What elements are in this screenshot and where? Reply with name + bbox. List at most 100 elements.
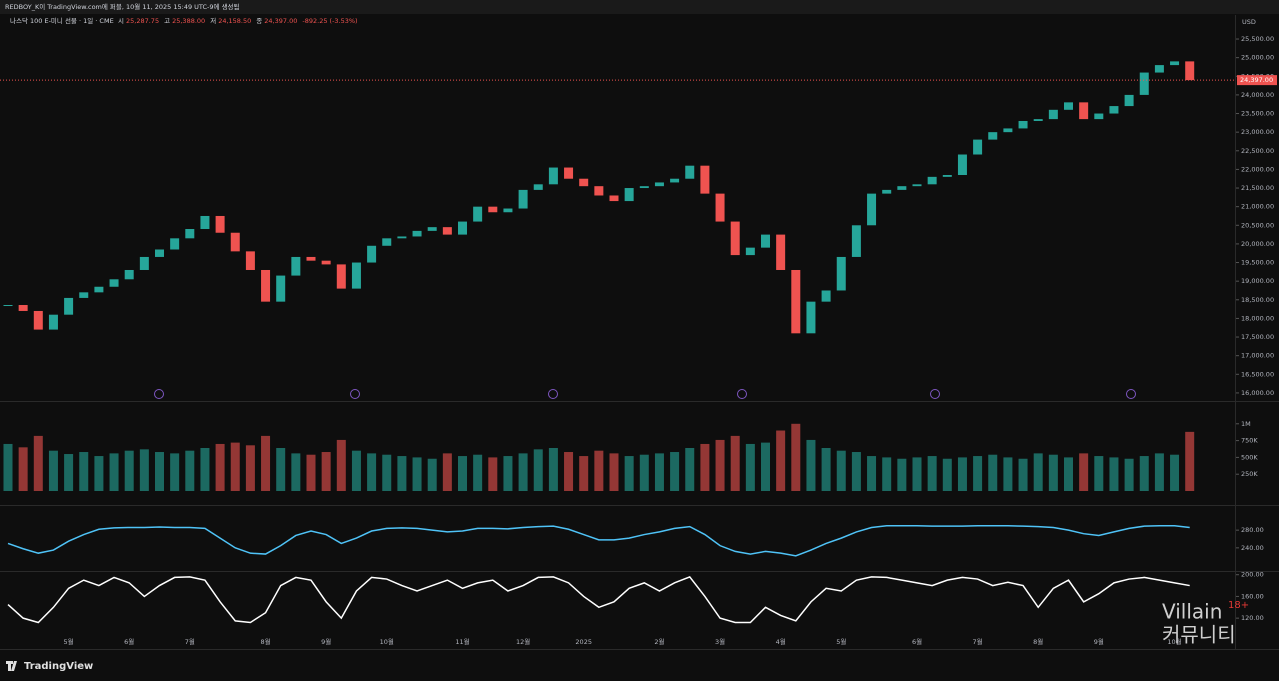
x-tick-label: 6월 [124,637,134,646]
volume-bar [851,452,861,491]
volume-bar [988,454,998,491]
y-tick-label: 200.00 [1241,571,1264,579]
last-price-tag [1237,75,1277,86]
y-tick-label: 23,000.00 [1241,128,1274,136]
event-icon [548,389,558,399]
volume-bar [700,443,710,491]
volume-bar [715,439,725,491]
volume-bar [124,450,134,491]
event-icon [154,389,164,399]
candle [306,256,316,261]
ohlc-label: 저 [210,16,216,25]
candle [321,260,331,265]
candle [442,227,452,235]
candle [230,232,240,252]
x-tick-label: 8월 [1033,637,1043,646]
volume-bar [1048,454,1058,491]
ohlc-value: 25,287.75 [126,17,159,25]
candle [1185,61,1195,81]
volume-bar [33,435,43,491]
candle [624,188,634,202]
candle [427,227,437,231]
candle [200,215,210,230]
volume-bar [942,458,952,491]
volume-bar [745,443,755,491]
candle [851,225,861,257]
volume-bar [1170,454,1180,491]
x-tick-label: 8월 [260,637,270,646]
y-tick-label: 19,500.00 [1241,259,1274,267]
watermark: 18+ [1228,600,1249,611]
volume-bar [351,450,361,491]
candle [1018,120,1028,129]
volume-bar [791,423,801,491]
volume-bar [170,453,180,491]
y-tick-label: 240.00 [1241,544,1264,552]
volume-bar [685,447,695,491]
x-tick-label: 5월 [836,637,846,646]
volume-bar [64,454,74,491]
event-icon [350,389,360,399]
volume-bar [1064,457,1073,491]
oscillator-line [7,524,1190,557]
x-tick-label: 2025 [575,638,592,646]
y-tick-label: 19,000.00 [1241,277,1274,285]
y-tick-label: 25,000.00 [1241,54,1274,62]
volume-bar [1018,458,1028,491]
candle [579,178,589,187]
y-tick-label: 16,500.00 [1241,370,1274,378]
event-icon [1126,389,1136,399]
top-bar [0,0,1279,14]
candle [988,132,998,140]
volume-bar [1033,453,1043,491]
x-tick-label: 6월 [912,637,922,646]
volume-bar [397,456,407,491]
candle [109,279,119,287]
candle [882,189,892,194]
candle [276,275,286,302]
candle [18,305,28,311]
ohlc-value: 24,158.50 [218,17,251,25]
y-tick-label: 18,500.00 [1241,296,1274,304]
volume-bar [1094,456,1104,491]
volume-bar [1185,431,1195,491]
candle [503,208,513,213]
volume-bar [973,456,983,491]
candle [806,301,816,334]
volume-bar [458,456,467,491]
ohlc-label: 종 [256,17,262,25]
volume-bar [230,442,240,491]
candle [730,221,740,256]
candle [79,292,89,298]
x-tick-label: 7월 [973,637,983,646]
candle [548,167,558,185]
y-tick-label: 21,500.00 [1241,184,1274,192]
volume-bar [927,456,937,491]
volume-bar [276,447,286,491]
candle [973,139,983,155]
candle [639,186,649,189]
candle [1003,128,1013,133]
candle [564,167,574,179]
volume-bar [79,452,89,491]
candle [412,230,422,237]
watermark: Villain [1162,600,1222,624]
header: REDBOY_K이 TradingView.com에 퍼블, 10월 11, 2… [5,2,240,11]
candle [33,310,43,330]
candle [1139,72,1149,95]
y-tick-label: 1M [1241,420,1251,428]
price-axis-bg [1236,15,1279,649]
symbol: 나스닥 100 E-미니 선물 · 1일 · CME [10,16,114,25]
ohlc-label: 고 [164,17,170,25]
volume-bar [564,452,574,491]
volume-bar [624,456,634,491]
candle [397,236,407,239]
volume-bar [245,445,255,491]
x-tick-label: 5월 [64,637,74,646]
x-tick-label: 11월 [455,637,469,646]
candle [761,234,770,248]
candle [1154,65,1164,73]
volume-bar [200,447,210,491]
candle [291,256,301,276]
